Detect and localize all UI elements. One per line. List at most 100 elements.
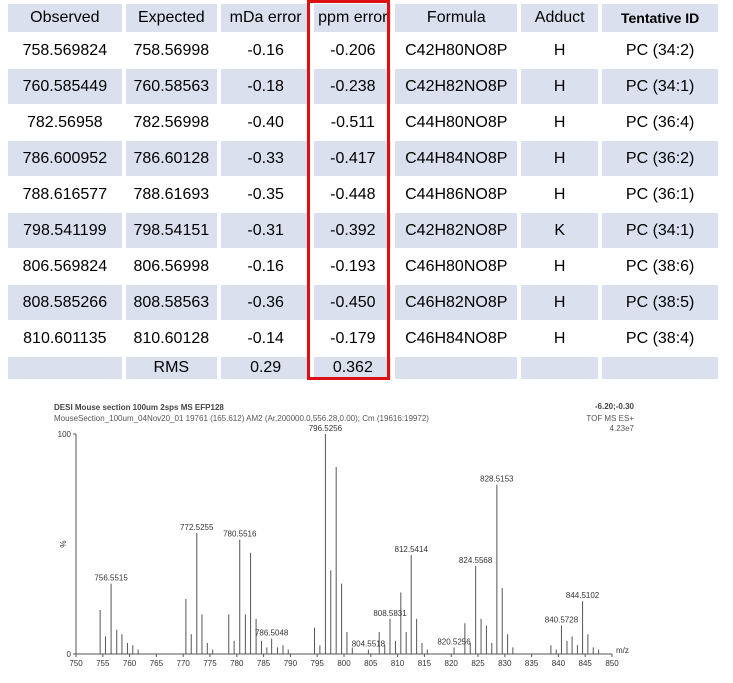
cell-ppm-error: -0.417 [314, 141, 392, 177]
cell-formula: C44H84NO8P [395, 141, 518, 177]
cell-observed: 786.600952 [8, 141, 122, 177]
cell-expected: 760.58563 [125, 69, 217, 105]
x-tick-label: 775 [203, 659, 217, 668]
x-tick-label: 830 [498, 659, 512, 668]
col-mda-error: mDa error [220, 4, 311, 33]
cell-formula: C46H80NO8P [395, 249, 518, 285]
cell-ppm-error: -0.206 [314, 33, 392, 69]
cell-adduct: H [521, 33, 599, 69]
x-tick-label: 760 [123, 659, 137, 668]
spectrum-title: DESI Mouse section 100um 2sps MS EFP128 [54, 403, 224, 412]
table-row: 788.616577 788.61693 -0.35 -0.448 C44H86NO8P… [8, 177, 718, 213]
spectrum-range: -6.20;-0.30 [594, 402, 634, 411]
col-ppm-error: ppm error [314, 4, 392, 33]
cell-observed: 808.585266 [8, 285, 122, 321]
cell-expected: 758.56998 [125, 33, 217, 69]
cell-expected: 806.56998 [125, 249, 217, 285]
spectrum-intensity: 4.23e7 [609, 424, 634, 433]
cell-observed: 758.569824 [8, 33, 122, 69]
cell-ppm-error: -0.450 [314, 285, 392, 321]
cell-expected: 798.54151 [125, 213, 217, 249]
cell-tentative-id: PC (34:2) [602, 33, 718, 69]
peak-label: 840.5728 [545, 615, 579, 624]
cell-ppm-error: -0.238 [314, 69, 392, 105]
x-tick-label: 770 [177, 659, 191, 668]
cell-observed: 798.541199 [8, 213, 122, 249]
x-tick-label: 755 [96, 659, 110, 668]
table-row: 782.56958 782.56998 -0.40 -0.511 C44H80NO8P H… [8, 105, 718, 141]
cell-mda-error: -0.36 [220, 285, 311, 321]
col-observed: Observed [8, 4, 122, 33]
table-body: 758.569824 758.56998 -0.16 -0.206 C42H80NO8P… [8, 33, 718, 380]
cell-tentative-id: PC (36:1) [602, 177, 718, 213]
peak-label: 824.5568 [459, 556, 493, 565]
rms-empty-cell [602, 357, 718, 380]
cell-adduct: H [521, 177, 599, 213]
cell-adduct: K [521, 213, 599, 249]
cell-adduct: H [521, 69, 599, 105]
x-tick-label: 790 [284, 659, 298, 668]
spectrum-subtitle: MouseSection_100um_04Nov20_01 19761 (165… [54, 414, 429, 423]
cell-formula: C44H86NO8P [395, 177, 518, 213]
spectrum-plot: 100 0% 750 755 760 765 770 775 780 785 790 795 800 80… [58, 424, 629, 668]
cell-formula: C42H82NO8P [395, 213, 518, 249]
cell-ppm-error: -0.193 [314, 249, 392, 285]
peak-label: 808.5831 [373, 609, 407, 618]
cell-ppm-error: -0.392 [314, 213, 392, 249]
x-tick-label: 800 [337, 659, 351, 668]
x-tick-label: 845 [579, 659, 593, 668]
cell-formula: C44H80NO8P [395, 105, 518, 141]
x-tick-label: 765 [150, 659, 164, 668]
rms-empty-cell [395, 357, 518, 380]
cell-mda-error: -0.35 [220, 177, 311, 213]
table-header-row: Observed Expected mDa error ppm error Fo… [8, 4, 718, 33]
peak-label: 804.5518 [352, 640, 386, 649]
peak-label: 796.5256 [309, 424, 343, 433]
cell-expected: 808.58563 [125, 285, 217, 321]
peak-label: 786.5048 [255, 629, 289, 638]
cell-mda-error: -0.14 [220, 321, 311, 357]
cell-observed: 788.616577 [8, 177, 122, 213]
cell-tentative-id: PC (38:5) [602, 285, 718, 321]
cell-tentative-id: PC (38:6) [602, 249, 718, 285]
col-expected: Expected [125, 4, 217, 33]
cell-ppm-error: -0.511 [314, 105, 392, 141]
cell-ppm-error: -0.448 [314, 177, 392, 213]
rms-row: RMS 0.29 0.362 [8, 357, 718, 380]
x-tick-label: 805 [364, 659, 378, 668]
cell-mda-error: -0.31 [220, 213, 311, 249]
y-tick-label: 100 [58, 430, 72, 439]
cell-ppm-error: -0.179 [314, 321, 392, 357]
col-adduct: Adduct [521, 4, 599, 33]
results-table: Observed Expected mDa error ppm error Fo… [4, 4, 722, 380]
y-tick-label: 0 [67, 650, 72, 659]
rms-empty-cell [8, 357, 122, 380]
rms-expected: RMS [125, 357, 217, 380]
cell-observed: 810.601135 [8, 321, 122, 357]
cell-adduct: H [521, 105, 599, 141]
x-tick-label: 850 [605, 659, 619, 668]
cell-adduct: H [521, 285, 599, 321]
cell-expected: 810.60128 [125, 321, 217, 357]
cell-mda-error: -0.16 [220, 249, 311, 285]
x-tick-label: 835 [525, 659, 539, 668]
col-tentative-id: Tentative ID [602, 4, 718, 33]
cell-mda-error: -0.18 [220, 69, 311, 105]
cell-observed: 806.569824 [8, 249, 122, 285]
table-row: 786.600952 786.60128 -0.33 -0.417 C44H84NO8P… [8, 141, 718, 177]
peak-label: 844.5102 [566, 591, 600, 600]
col-formula: Formula [395, 4, 518, 33]
cell-observed: 760.585449 [8, 69, 122, 105]
cell-adduct: H [521, 321, 599, 357]
cell-adduct: H [521, 141, 599, 177]
spectrum-mode: TOF MS ES+ [586, 414, 634, 423]
peak-label: 780.5516 [223, 530, 257, 539]
peak-label: 820.5256 [437, 637, 471, 646]
cell-observed: 782.56958 [8, 105, 122, 141]
cell-expected: 788.61693 [125, 177, 217, 213]
x-tick-label: 785 [257, 659, 271, 668]
y-axis-label: % [59, 540, 68, 547]
table-row: 810.601135 810.60128 -0.14 -0.179 C46H84NO8P… [8, 321, 718, 357]
rms-ppm-error: 0.362 [314, 357, 392, 380]
cell-expected: 782.56998 [125, 105, 217, 141]
